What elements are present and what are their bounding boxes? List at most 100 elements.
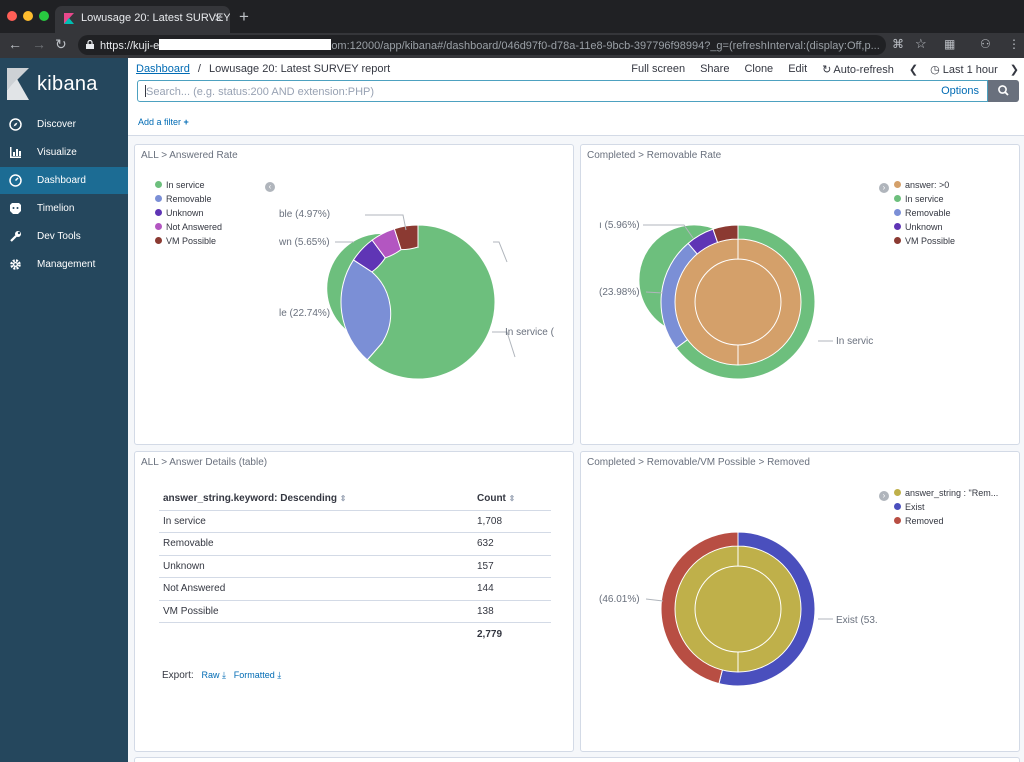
sidebar-item-dashboard[interactable]: Dashboard <box>0 167 128 194</box>
tab-close-icon[interactable]: × <box>214 10 222 25</box>
autorefresh-button[interactable]: ↻ Auto-refresh <box>822 63 894 76</box>
minimize-window-button[interactable] <box>23 11 33 21</box>
pie-slice-vm-possible[interactable] <box>393 224 419 251</box>
legend-label: Removable <box>166 194 212 204</box>
time-next-icon[interactable]: ❯ <box>1009 64 1019 76</box>
table-row: Removable 632 <box>159 532 551 556</box>
clone-button[interactable]: Clone <box>744 63 774 75</box>
panel-answered-rate: ALL > Answered Rate In service Removable U… <box>134 144 574 445</box>
legend-label: Not Answered <box>166 222 223 232</box>
legend-item[interactable]: answer: >0 <box>894 180 955 194</box>
pie-slice-answer-0[interactable] <box>674 238 802 366</box>
table-row: Unknown 157 <box>159 555 551 578</box>
sidebar-item-visualize[interactable]: Visualize <box>0 139 128 166</box>
table-cell-answer: Removable <box>159 532 477 556</box>
legend-item[interactable]: Not Answered <box>155 222 222 236</box>
export-raw-link[interactable]: Raw ⤓ <box>201 670 226 680</box>
table-total-row: 2,779 <box>159 623 551 646</box>
address-bar[interactable]: https://kuji-e om:12000/app/kibana#/dashb… <box>78 35 886 55</box>
add-filter-button[interactable]: Add a filter + <box>138 117 189 127</box>
column-header-count[interactable]: Count ⇕ <box>477 488 551 511</box>
legend-swatch <box>894 503 901 510</box>
back-icon[interactable]: ← <box>8 36 22 52</box>
slice-label-removed: (46.01%) <box>599 594 640 605</box>
legend-item[interactable]: VM Possible <box>894 236 955 250</box>
pie-slices <box>638 224 816 380</box>
compass-icon <box>9 118 22 131</box>
sidebar-item-management[interactable]: Management <box>0 251 128 278</box>
breadcrumb-dashboard-link[interactable]: Dashboard <box>136 63 190 75</box>
table-row: Not Answered 144 <box>159 577 551 601</box>
maximize-window-button[interactable] <box>39 11 49 21</box>
export-formatted-link[interactable]: Formatted ⤓ <box>234 670 282 680</box>
label-leader-line <box>492 331 516 358</box>
time-prev-icon[interactable]: ❮ <box>908 64 919 76</box>
export-raw-label: Raw <box>201 670 220 680</box>
legend-item[interactable]: Exist <box>894 502 998 516</box>
brand-name: kibana <box>37 73 98 95</box>
url-redaction <box>159 39 332 50</box>
legend-item[interactable]: Removable <box>894 208 955 222</box>
column-label: answer_string.keyword: Descending <box>163 493 337 505</box>
slice-label-unknown: ı (5.96%) <box>599 220 640 231</box>
legend-item[interactable]: Removed <box>894 516 998 530</box>
panel-title: Completed > Removable/VM Possible > Remo… <box>587 457 810 468</box>
timerange-button[interactable]: ◷ Last 1 hour <box>930 63 998 76</box>
column-header-answer[interactable]: answer_string.keyword: Descending ⇕ <box>159 488 477 511</box>
legend-label: VM Possible <box>166 236 217 246</box>
close-window-button[interactable] <box>7 11 17 21</box>
extension-icon[interactable]: ▦ <box>944 37 956 51</box>
legend-expand-icon[interactable]: › <box>879 491 889 501</box>
legend-item[interactable]: VM Possible <box>155 236 222 250</box>
search-input[interactable]: Search... (e.g. status:200 AND extension… <box>137 80 988 102</box>
legend-label: answer_string : "Rem... <box>905 488 999 498</box>
new-tab-icon[interactable]: + <box>239 7 249 26</box>
edit-button[interactable]: Edit <box>788 63 808 75</box>
legend-collapse-icon[interactable]: ‹ <box>265 182 275 192</box>
sidebar-item-devtools[interactable]: Dev Tools <box>0 223 128 250</box>
panel-removed: Completed > Removable/VM Possible > Remo… <box>580 451 1020 752</box>
bar-chart-icon <box>10 147 21 158</box>
pie-slice-answer-string-rem[interactable] <box>674 545 802 673</box>
table-cell-count: 144 <box>477 577 551 601</box>
legend-item[interactable]: answer_string : "Rem... <box>894 488 998 502</box>
reload-icon[interactable]: ↻ <box>55 36 67 52</box>
search-button[interactable] <box>988 80 1019 102</box>
legend-expand-icon[interactable]: › <box>879 183 889 193</box>
search-icon <box>998 85 1009 96</box>
translate-icon[interactable]: ⌘ <box>892 37 904 51</box>
sidebar-item-label: Discover <box>37 119 76 130</box>
sidebar-item-discover[interactable]: Discover <box>0 111 128 138</box>
forward-icon[interactable]: → <box>32 36 46 52</box>
share-button[interactable]: Share <box>700 63 730 75</box>
legend-swatch <box>155 195 162 202</box>
sidebar-item-timelion[interactable]: Timelion <box>0 195 128 222</box>
kibana-logo[interactable]: kibana <box>7 68 127 100</box>
bookmark-star-icon[interactable]: ☆ <box>915 36 927 51</box>
legend-item[interactable]: Unknown <box>155 208 222 222</box>
legend-item[interactable]: In service <box>155 180 222 194</box>
label-leader-line <box>645 598 664 602</box>
label-leader-line <box>643 224 694 239</box>
fullscreen-button[interactable]: Full screen <box>631 63 686 75</box>
table-cell-total: 2,779 <box>477 628 503 640</box>
sidebar-item-label: Dev Tools <box>37 231 81 242</box>
menu-icon[interactable]: ⋮ <box>1008 37 1020 51</box>
text-caret <box>145 85 146 97</box>
legend-label: Unknown <box>905 222 943 232</box>
browser-tab-bar: Lowusage 20: Latest SURVEY ... × + <box>0 0 1024 33</box>
extension-2-icon[interactable]: ⚇ <box>980 37 991 51</box>
browser-tab[interactable]: Lowusage 20: Latest SURVEY ... × <box>55 6 230 33</box>
tab-title: Lowusage 20: Latest SURVEY ... <box>81 12 230 24</box>
donut-chart-removed: Exist (53. (46.01%) <box>599 531 878 687</box>
options-button[interactable]: Options <box>941 85 979 97</box>
export-label: Export: <box>162 670 194 681</box>
legend-label: Removed <box>905 516 944 526</box>
legend-swatch <box>894 489 901 496</box>
legend-item[interactable]: In service <box>894 194 955 208</box>
legend-item[interactable]: Unknown <box>894 222 955 236</box>
sidebar-item-label: Dashboard <box>37 175 86 186</box>
legend-item[interactable]: Removable <box>155 194 222 208</box>
download-icon: ⤓ <box>222 670 226 680</box>
search-placeholder: Search... (e.g. status:200 AND extension… <box>146 86 375 98</box>
